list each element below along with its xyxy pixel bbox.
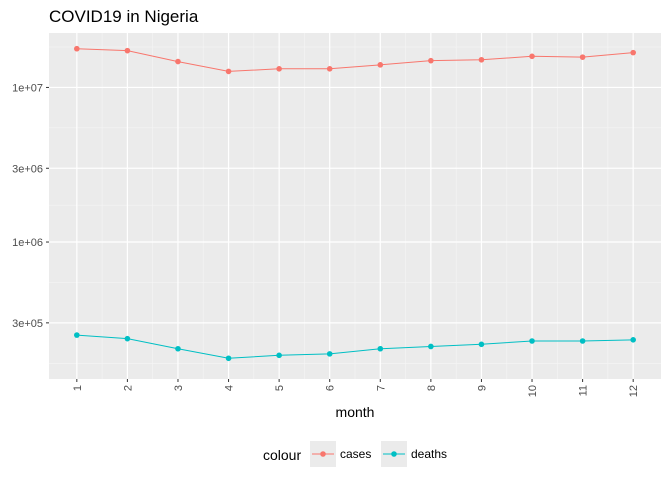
data-point-deaths <box>529 338 535 344</box>
data-point-deaths <box>579 338 586 344</box>
data-point-cases <box>175 58 181 65</box>
data-point-cases <box>124 47 131 54</box>
data-point-cases <box>428 57 434 64</box>
legend-items: cases deaths <box>310 441 447 467</box>
data-point-cases <box>276 66 282 72</box>
legend: colour cases deaths <box>263 441 447 467</box>
x-tick-label: 11 <box>578 385 590 396</box>
data-point-cases <box>478 56 485 63</box>
y-tick-label: 3e+05 <box>12 318 43 330</box>
x-axis: 1 2 3 4 5 6 7 8 9 10 11 12 <box>72 379 640 397</box>
x-tick-label: 8 <box>426 385 438 391</box>
data-point-cases <box>529 53 535 60</box>
data-point-cases <box>326 66 333 72</box>
legend-key-point-cases <box>320 451 326 457</box>
x-tick-label: 2 <box>122 385 134 391</box>
data-point-deaths <box>276 352 282 359</box>
series-layer <box>74 45 636 362</box>
x-tick-label: 7 <box>375 385 387 391</box>
x-tick-label: 1 <box>72 385 84 391</box>
data-point-cases <box>74 45 80 52</box>
data-point-deaths <box>326 351 333 357</box>
x-tick-label: 3 <box>173 385 185 391</box>
legend-key-point-deaths <box>391 451 397 457</box>
legend-label-cases: cases <box>340 447 371 461</box>
data-point-deaths <box>74 332 80 338</box>
y-tick-label: 3e+06 <box>12 163 43 175</box>
data-point-deaths <box>428 343 434 350</box>
data-point-deaths <box>478 341 485 348</box>
data-point-deaths <box>377 345 384 352</box>
y-tick-label: 1e+06 <box>12 237 43 249</box>
data-point-cases <box>630 49 636 56</box>
series-line-deaths <box>76 334 634 359</box>
grid-minor <box>49 33 661 379</box>
data-point-deaths <box>225 355 232 362</box>
y-tick-label: 1e+07 <box>12 82 43 94</box>
x-tick-label: 4 <box>224 385 236 391</box>
x-tick-label: 9 <box>476 385 488 391</box>
data-point-deaths <box>124 335 131 342</box>
data-point-cases <box>377 62 384 68</box>
y-axis: 3e+05 1e+06 3e+06 1e+07 <box>12 82 49 330</box>
x-tick-label: 12 <box>628 385 640 397</box>
legend-title: colour <box>263 447 301 463</box>
x-tick-label: 5 <box>274 385 286 391</box>
data-point-deaths <box>175 345 181 352</box>
x-tick-label: 10 <box>527 385 539 397</box>
chart-title: COVID19 in Nigeria <box>49 7 199 26</box>
series-line-cases <box>76 48 634 72</box>
legend-label-deaths: deaths <box>411 447 447 461</box>
data-point-deaths <box>630 337 636 343</box>
data-point-cases <box>225 68 232 75</box>
data-point-cases <box>579 54 586 60</box>
grid-major <box>49 33 661 379</box>
x-axis-title: month <box>336 404 375 420</box>
x-tick-label: 6 <box>325 385 337 391</box>
